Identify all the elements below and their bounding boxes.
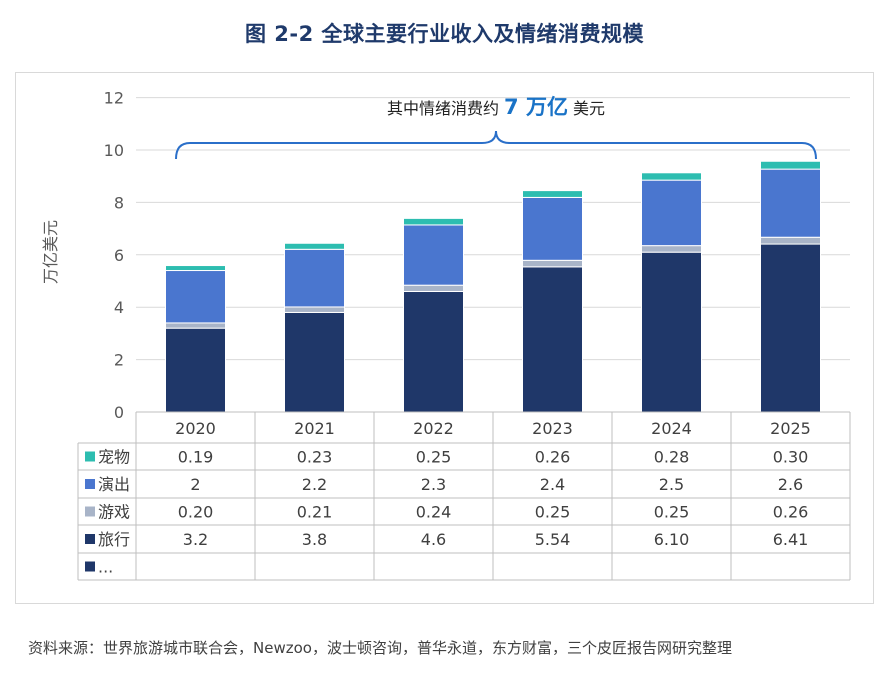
bar-segment-游戏 [522,259,583,268]
bar-segment-演出 [165,270,226,324]
table-cell: 0.26 [773,503,809,522]
bar-segment-游戏 [165,322,226,329]
bar-segment-演出 [403,224,464,286]
bar-segment-游戏 [760,236,821,245]
bar-segment-游戏 [641,245,702,253]
table-cell: 6.41 [773,530,809,549]
legend-swatch-游戏 [85,506,95,517]
table-cell: 0.23 [297,448,333,467]
y-tick-label: 10 [104,141,124,160]
y-tick-label: 4 [114,298,124,317]
y-tick-label: 2 [114,351,124,370]
table-row-label: 演出 [98,475,130,494]
annotation-text: 其中情绪消费约 7 万亿 美元 [387,95,605,119]
y-tick-label: 0 [114,403,124,422]
bar-segment-旅行 [403,290,464,413]
bar-segment-演出 [641,179,702,247]
bar-segment-旅行 [760,243,821,413]
bar-segment-宠物 [165,265,226,272]
legend-swatch-演出 [85,479,95,489]
table-cell: 0.25 [535,503,571,522]
table-cell: 0.24 [416,503,452,522]
table-cell: 0.19 [178,448,214,467]
table-cell: 2.3 [421,475,446,494]
table-cell: 4.6 [421,530,446,549]
table-cell: 0.28 [654,448,690,467]
table-cell: 2 [190,475,200,494]
table-cell: 0.26 [535,448,571,467]
table-row-label: 旅行 [98,530,130,549]
x-tick-label: 2021 [294,419,335,438]
annotation-highlight: 7 万亿 [504,95,568,119]
y-tick-label: 12 [104,89,124,108]
bar-segment-演出 [522,196,583,261]
bar-segment-宠物 [403,217,464,226]
bar-segment-演出 [284,248,345,308]
annotation-suffix: 美元 [568,99,605,118]
table-cell: 0.20 [178,503,214,522]
annotation-prefix: 其中情绪消费约 [387,99,504,118]
bar-segment-宠物 [284,242,345,250]
bar-segment-宠物 [641,172,702,181]
table-row-label: ... [98,558,113,577]
table-cell: 5.54 [535,530,571,549]
table-cell: 2.4 [540,475,565,494]
source-note: 资料来源：世界旅游城市联合会，Newzoo，波士顿咨询，普华永道，东方财富，三个… [28,639,732,657]
bar-segment-旅行 [522,266,583,413]
y-tick-label: 8 [114,193,124,212]
table-cell: 3.2 [183,530,208,549]
x-tick-label: 2025 [770,419,811,438]
bar-segment-演出 [760,168,821,238]
table-row-label: 游戏 [98,503,130,522]
table-cell: 2.5 [659,475,684,494]
table-cell: 2.6 [778,475,803,494]
table-cell: 6.10 [654,530,690,549]
bar-segment-旅行 [641,251,702,413]
bar-segment-游戏 [284,306,345,313]
table-cell: 0.25 [654,503,690,522]
bar-segment-宠物 [760,160,821,170]
table-cell: 3.8 [302,530,327,549]
table-row-label: 宠物 [98,448,130,467]
legend-swatch-旅行 [85,534,95,544]
x-tick-label: 2022 [413,419,454,438]
table-cell: 0.21 [297,503,333,522]
bar-segment-旅行 [165,327,226,413]
figure-title: 图 2-2 全球主要行业收入及情绪消费规模 [244,22,645,46]
brace-annotation [175,130,817,160]
bar-segment-宠物 [522,190,583,198]
table-cell: 0.30 [773,448,809,467]
chart-container: 0 2 4 6 8 10 12 万亿美元 2020 2021 2022 2023 2024 2025 宠物 0… [15,72,874,604]
y-tick-label: 6 [114,246,124,265]
x-tick-label: 2020 [175,419,216,438]
table-cell: 2.2 [302,475,327,494]
y-axis-title: 万亿美元 [41,220,60,284]
stacked-bar-chart: 0 2 4 6 8 10 12 万亿美元 2020 2021 2022 2023 2024 2025 宠物 0… [41,89,851,581]
bar-segment-游戏 [403,284,464,292]
x-tick-label: 2023 [532,419,573,438]
bar-segment-旅行 [284,311,345,413]
legend-swatch-宠物 [85,451,95,462]
x-tick-label: 2024 [651,419,692,438]
table-cell: 0.25 [416,448,452,467]
legend-swatch-other [85,561,95,572]
